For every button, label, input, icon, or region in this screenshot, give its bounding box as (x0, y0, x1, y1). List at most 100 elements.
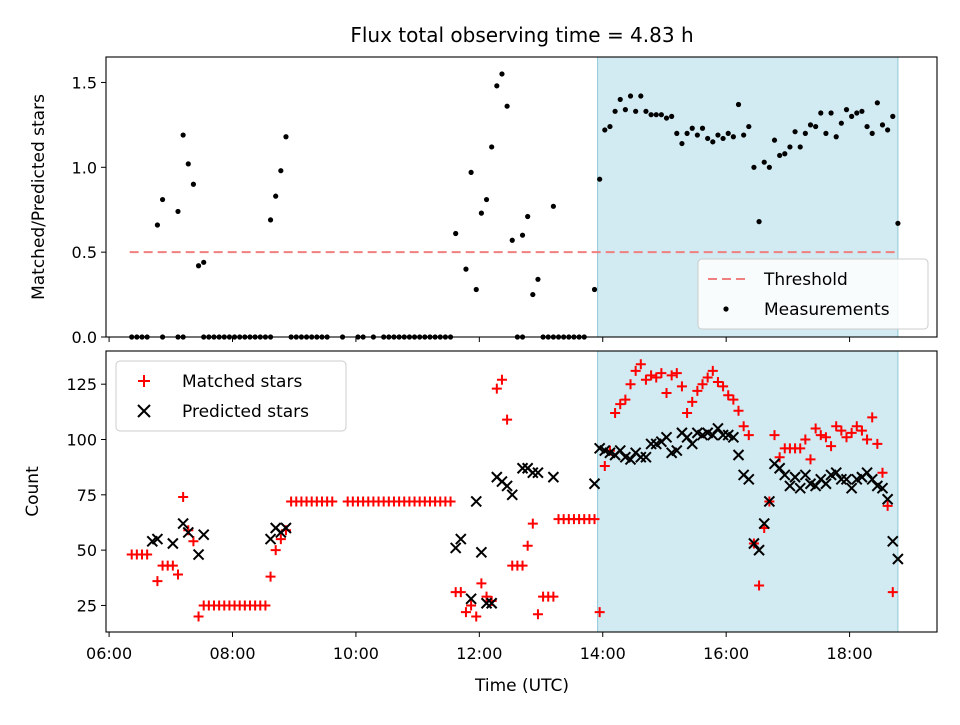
shaded-region (597, 350, 899, 633)
data-point (867, 412, 878, 423)
data-point (856, 425, 867, 436)
data-point (710, 139, 716, 145)
data-point (283, 134, 289, 140)
data-point (589, 514, 600, 525)
data-point (491, 383, 502, 394)
data-point (727, 431, 740, 443)
data-point (838, 120, 844, 126)
data-point (712, 376, 723, 387)
data-point (895, 220, 901, 226)
data-point (453, 230, 459, 237)
data-point (887, 587, 898, 598)
plot-area: 0.0 0.5 1.0 1.5 Matched/Predicted stars Thres… (23, 56, 938, 663)
data-point (180, 132, 186, 138)
data-point (872, 438, 883, 449)
data-point (792, 129, 798, 135)
data-point (516, 462, 529, 474)
data-point (784, 480, 796, 492)
data-point (725, 130, 731, 136)
data-point (694, 132, 700, 138)
legend-frame (697, 258, 929, 330)
data-point (607, 123, 613, 130)
x-tick-label: 14:00 (580, 644, 626, 663)
data-point (807, 122, 814, 128)
data-point (656, 368, 667, 379)
data-point (728, 394, 739, 405)
data-point (517, 560, 528, 571)
data-point (468, 169, 474, 175)
data-point (509, 237, 515, 243)
data-point (879, 122, 886, 128)
data-point (612, 108, 618, 114)
data-point (190, 181, 197, 187)
data-point (763, 495, 776, 508)
data-point (795, 443, 806, 454)
data-point (658, 112, 664, 118)
data-point (265, 571, 276, 582)
legend-swatch (138, 375, 150, 387)
y-tick-label: 75 (77, 486, 97, 505)
series-matched-stars (126, 359, 898, 622)
data-point (142, 549, 153, 560)
data-point (633, 108, 639, 114)
data-point (707, 429, 719, 441)
data-point (754, 580, 765, 591)
data-point (751, 164, 757, 170)
y-tick-label: 1.5 (72, 73, 97, 92)
data-point (735, 101, 742, 108)
x-tick-label: 08:00 (209, 644, 255, 663)
data-point (741, 132, 747, 138)
legend: Threshold Measurements (697, 258, 929, 330)
data-point (758, 517, 770, 530)
data-point (769, 430, 780, 441)
data-point (483, 196, 490, 203)
data-point (195, 263, 202, 269)
legend-label: Matched stars (182, 372, 302, 392)
data-point (743, 430, 754, 441)
data-point (820, 478, 832, 490)
data-point (717, 429, 729, 441)
data-point (738, 421, 749, 432)
data-point (789, 471, 801, 483)
data-point (887, 535, 899, 547)
data-point (476, 578, 487, 589)
data-point (733, 405, 744, 416)
data-point (494, 83, 500, 89)
data-point (869, 130, 875, 136)
data-point (466, 600, 477, 611)
data-point (723, 390, 734, 401)
data-point (669, 113, 675, 119)
data-point (707, 365, 718, 376)
data-point (506, 489, 518, 501)
data-point (260, 600, 271, 611)
data-point (648, 112, 654, 118)
data-point (730, 134, 736, 140)
data-point (866, 473, 878, 486)
data-point (718, 381, 729, 392)
data-point (614, 444, 626, 457)
data-point (278, 168, 284, 174)
data-point (193, 611, 204, 622)
panel-1: 0.0 0.5 1.0 1.5 Matched/Predicted stars Thres… (29, 56, 938, 347)
data-point (455, 533, 467, 545)
data-point (463, 266, 469, 272)
data-point (445, 496, 456, 507)
data-point (635, 451, 647, 463)
data-point (864, 123, 870, 130)
data-point (800, 434, 811, 445)
y-tick-label: 0.0 (72, 328, 97, 347)
data-point (771, 137, 778, 143)
data-point (715, 132, 721, 138)
data-point (681, 431, 693, 443)
data-point (152, 576, 163, 587)
data-point (167, 560, 178, 571)
data-point (627, 93, 634, 99)
data-point (485, 597, 498, 609)
data-point (159, 196, 166, 203)
data-point (635, 359, 646, 370)
y-tick-label: 100 (66, 431, 97, 450)
data-point (666, 370, 677, 381)
legend-label: Predicted stars (182, 402, 309, 422)
data-point (712, 422, 724, 435)
